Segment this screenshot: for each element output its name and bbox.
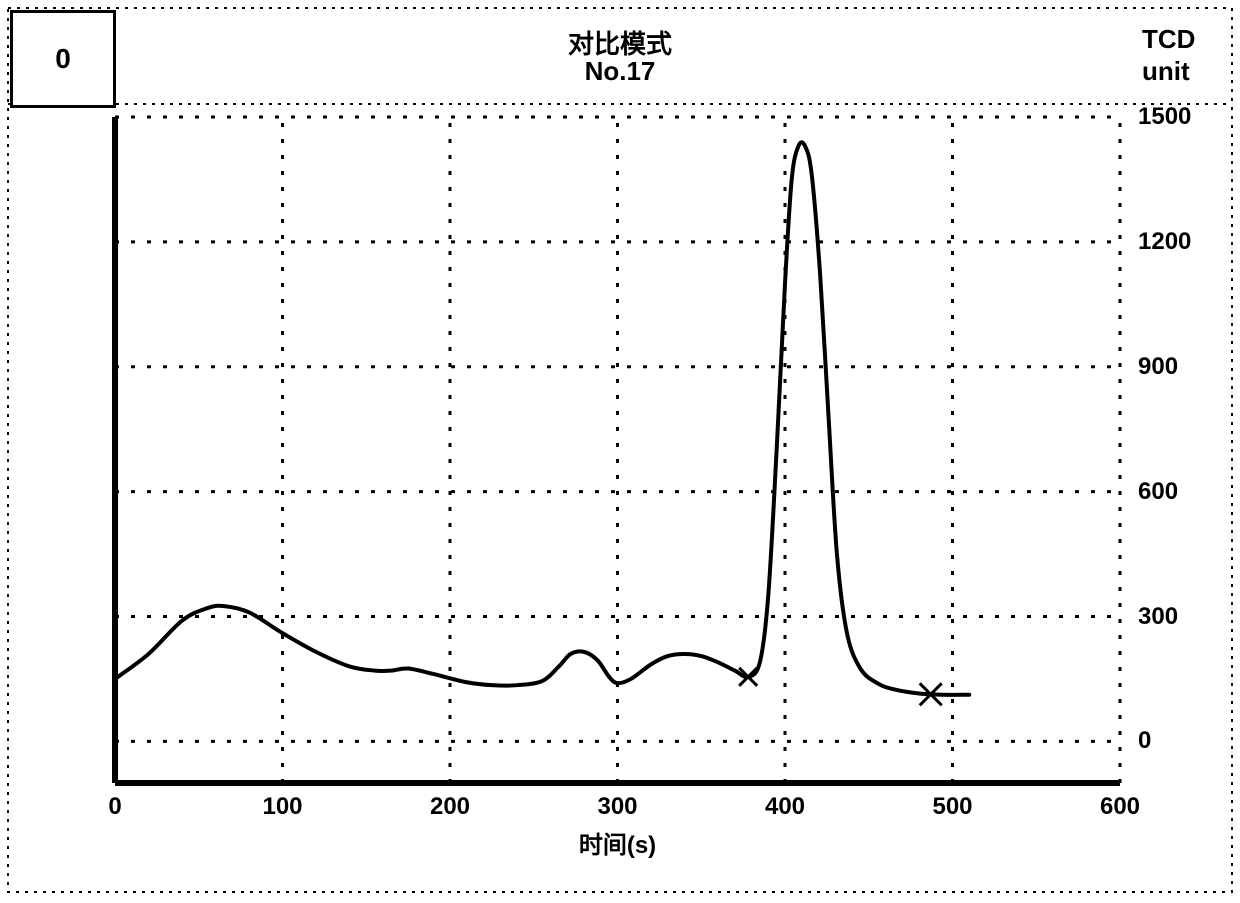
y-tick-label: 300	[1138, 603, 1178, 631]
corner-index-box: 0	[10, 10, 116, 108]
y-tick-label: 1200	[1138, 228, 1191, 256]
x-tick-label: 200	[420, 793, 480, 821]
outer-dotted-border	[8, 8, 1232, 892]
y-tick-label: 0	[1138, 727, 1151, 755]
y-tick-label: 600	[1138, 478, 1178, 506]
x-tick-label: 600	[1090, 793, 1150, 821]
x-tick-label: 500	[923, 793, 983, 821]
chart-title-line2: No.17	[420, 56, 820, 87]
x-tick-label: 0	[85, 793, 145, 821]
x-tick-label: 400	[755, 793, 815, 821]
x-axis-label: 时间(s)	[538, 825, 698, 860]
y-tick-label: 1500	[1138, 103, 1191, 131]
y-tick-label: 900	[1138, 353, 1178, 381]
x-tick-label: 300	[588, 793, 648, 821]
y-axis-unit-line1: TCD	[1142, 24, 1195, 55]
chart-stage: 0对比模式No.17TCDunit01002003004005006000300…	[0, 0, 1240, 903]
series-line	[115, 142, 969, 695]
x-tick-label: 100	[253, 793, 313, 821]
chart-svg	[0, 0, 1240, 903]
y-axis-unit-line2: unit	[1142, 56, 1190, 87]
